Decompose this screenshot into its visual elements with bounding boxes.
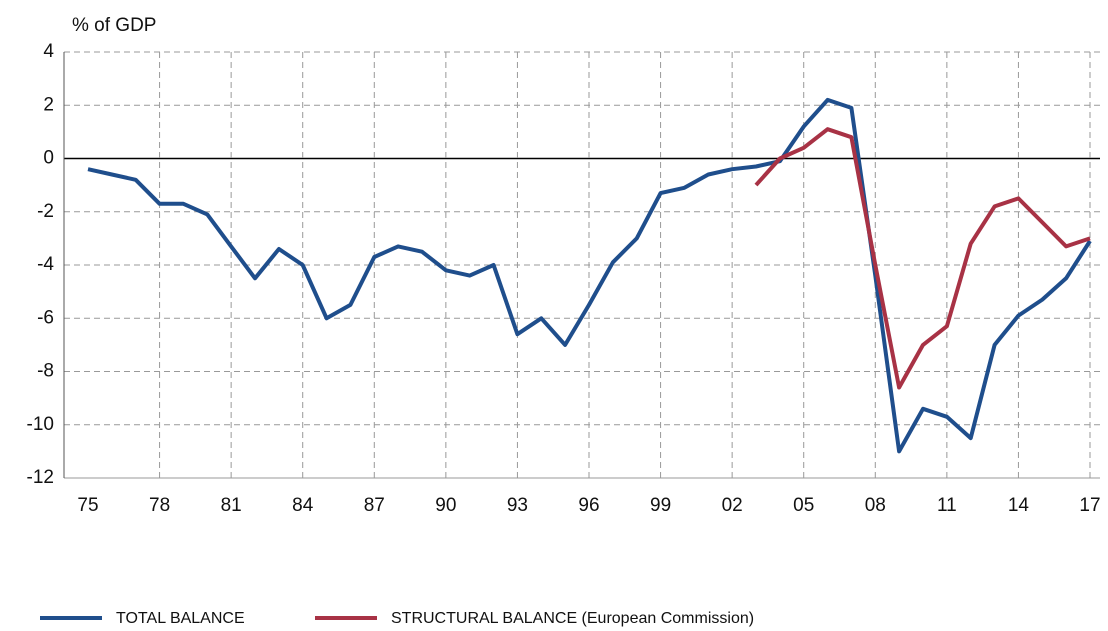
x-tick-label: 93 <box>507 495 528 516</box>
y-tick-label: -4 <box>37 254 54 275</box>
x-tick-label: 87 <box>364 495 385 516</box>
x-tick-label: 02 <box>722 495 743 516</box>
x-tick-label: 90 <box>435 495 456 516</box>
series-line <box>87 97 1092 454</box>
y-tick-label: 4 <box>43 41 54 62</box>
y-tick-label: -8 <box>37 361 54 382</box>
x-tick-label: 17 <box>1079 495 1100 516</box>
x-tick-label: 75 <box>77 495 98 516</box>
y-tick-label: 2 <box>43 94 54 115</box>
x-tick-label: 05 <box>793 495 814 516</box>
y-tick-label: -12 <box>27 467 54 488</box>
x-tick-label: 78 <box>149 495 170 516</box>
x-tick-label: 14 <box>1008 495 1030 516</box>
y-tick-label: -6 <box>37 307 54 328</box>
y-tick-label: -10 <box>27 414 54 435</box>
x-tick-label: 84 <box>292 495 314 516</box>
x-tick-label: 96 <box>578 495 599 516</box>
legend-label: TOTAL BALANCE <box>116 610 245 627</box>
y-tick-label: 0 <box>43 148 54 169</box>
legend-label: STRUCTURAL BALANCE (European Commission) <box>391 610 754 627</box>
y-axis-label: % of GDP <box>72 15 156 36</box>
y-tick-label: -2 <box>37 201 54 222</box>
x-tick-label: 99 <box>650 495 671 516</box>
x-tick-label: 11 <box>937 495 957 516</box>
x-tick-label: 08 <box>865 495 886 516</box>
x-tick-label: 81 <box>221 495 242 516</box>
series-line <box>754 127 1091 390</box>
